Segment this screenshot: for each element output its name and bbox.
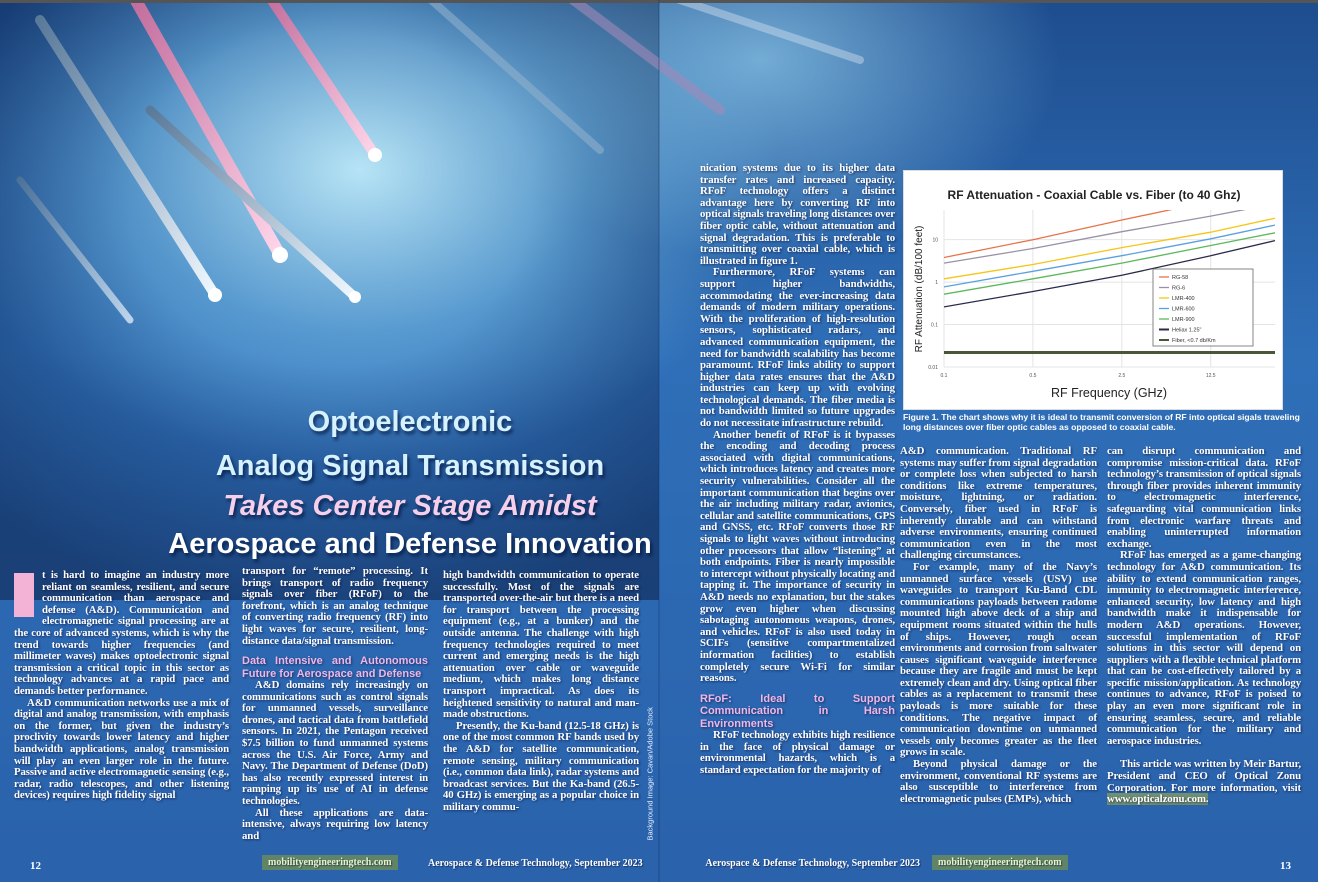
fiber-optic-rods-image xyxy=(16,0,864,324)
chart-title: RF Attenuation - Coaxial Cable vs. Fiber… xyxy=(948,188,1241,202)
legend-entry: LMR-400 xyxy=(1172,296,1195,302)
issue-footer-left: Aerospace & Defense Technology, Septembe… xyxy=(428,858,643,869)
paragraph: can disrupt communication and compromise… xyxy=(1107,445,1301,550)
paragraph: Beyond physical damage or the environmen… xyxy=(900,758,1097,805)
legend-entry: LMR-600 xyxy=(1172,307,1195,313)
series-line-rg-58 xyxy=(944,210,1173,259)
article-column-1: t is hard to imagine an industry more re… xyxy=(14,569,229,802)
paragraph: nication systems due to its higher data … xyxy=(700,162,895,267)
paragraph: A&D communication. Traditional RF system… xyxy=(900,445,1097,562)
article-column-6: can disrupt communication and compromise… xyxy=(1107,445,1301,806)
legend-box xyxy=(1152,268,1254,347)
legend-entry: RG-6 xyxy=(1172,286,1185,292)
legend-entry: Fiber, <0.7 db/Km xyxy=(1172,338,1216,344)
y-tick-label: 1 xyxy=(935,280,938,286)
website-link[interactable]: www.opticalzonu.com. xyxy=(1107,793,1209,806)
paragraph: transport for “remote” processing. It br… xyxy=(242,565,428,647)
paragraph: A&D communication networks use a mix of … xyxy=(14,696,229,802)
paragraph: RFoF technology exhibits high resilience… xyxy=(700,728,895,776)
attenuation-chart: RF Attenuation - Coaxial Cable vs. Fiber… xyxy=(914,188,1275,400)
paragraph: t is hard to imagine an industry more re… xyxy=(14,569,229,697)
paragraph: Another benefit of RFoF is it bypasses t… xyxy=(700,428,895,685)
x-axis-label: RF Frequency (GHz) xyxy=(1051,386,1167,400)
x-tick-label: 0.1 xyxy=(941,373,948,379)
y-tick-label: 0.1 xyxy=(931,323,938,329)
series-line-rg-6 xyxy=(944,210,1247,264)
paragraph: high bandwidth communication to operate … xyxy=(443,569,639,721)
page-number-right: 13 xyxy=(1280,860,1291,872)
article-column-5: A&D communication. Traditional RF system… xyxy=(900,445,1097,805)
website-footer-left[interactable]: mobilityengineeringtech.com xyxy=(262,855,398,870)
headline-line-2: Analog Signal Transmission xyxy=(215,450,605,482)
image-credit: Background Image: Cavan/Adobe Stock xyxy=(645,707,655,841)
author-note: This article was written by Meir Bartur,… xyxy=(1107,758,1301,794)
y-axis-label: RF Attenuation (dB/100 feet) xyxy=(914,226,925,353)
series-line-heliax-1-25- xyxy=(944,239,1275,308)
y-tick-label: 10 xyxy=(932,238,938,244)
y-tick-label: 0.01 xyxy=(928,365,938,371)
website-footer-right[interactable]: mobilityengineeringtech.com xyxy=(932,855,1068,870)
series-line-lmr-900 xyxy=(944,232,1275,295)
paragraph: RFoF has emerged as a game-changing tech… xyxy=(1107,549,1301,747)
section-heading: Data Intensive and Autonomous Future for… xyxy=(242,655,428,680)
x-tick-label: 2.5 xyxy=(1118,373,1125,379)
paragraph: A&D domains rely increasingly on communi… xyxy=(242,678,428,807)
x-tick-label: 0.5 xyxy=(1029,373,1036,379)
figure-caption: Figure 1. The chart shows why it is idea… xyxy=(903,412,1300,432)
drop-cap xyxy=(14,573,34,617)
legend-entry: LMR-900 xyxy=(1172,317,1195,323)
article-column-3: high bandwidth communication to operate … xyxy=(443,569,639,813)
paragraph: Furthermore, RFoF systems can support hi… xyxy=(700,266,895,430)
series-line-lmr-600 xyxy=(944,224,1275,288)
legend-entry: RG-58 xyxy=(1172,275,1188,281)
issue-footer-right: Aerospace & Defense Technology, Septembe… xyxy=(705,858,920,869)
legend-entry: Heliax 1.25" xyxy=(1172,328,1202,334)
paragraph: For example, many of the Navy’s unmanned… xyxy=(900,560,1097,759)
x-tick-label: 12.5 xyxy=(1206,373,1216,379)
headline-line-1: Optoelectronic xyxy=(307,406,513,438)
section-heading: RFoF: Ideal to Support Communication in … xyxy=(700,692,895,730)
more-info-label: For more information, visit xyxy=(1171,781,1301,794)
paragraph: Presently, the Ku-band (12.5-18 GHz) is … xyxy=(443,719,639,813)
headline-line-4: Aerospace and Defense Innovation xyxy=(168,528,652,560)
article-column-2: transport for “remote” processing. It br… xyxy=(242,565,428,842)
series-line-lmr-400 xyxy=(944,217,1275,280)
paragraph: All these applications are data-intensiv… xyxy=(242,806,428,842)
article-column-4: nication systems due to its higher data … xyxy=(700,162,895,776)
page-number-left: 12 xyxy=(30,860,41,872)
figure-chart: RF Attenuation - Coaxial Cable vs. Fiber… xyxy=(903,170,1283,410)
top-border xyxy=(0,0,1318,3)
page-spine xyxy=(658,0,660,882)
headline-line-3: Takes Center Stage Amidst xyxy=(223,490,597,522)
